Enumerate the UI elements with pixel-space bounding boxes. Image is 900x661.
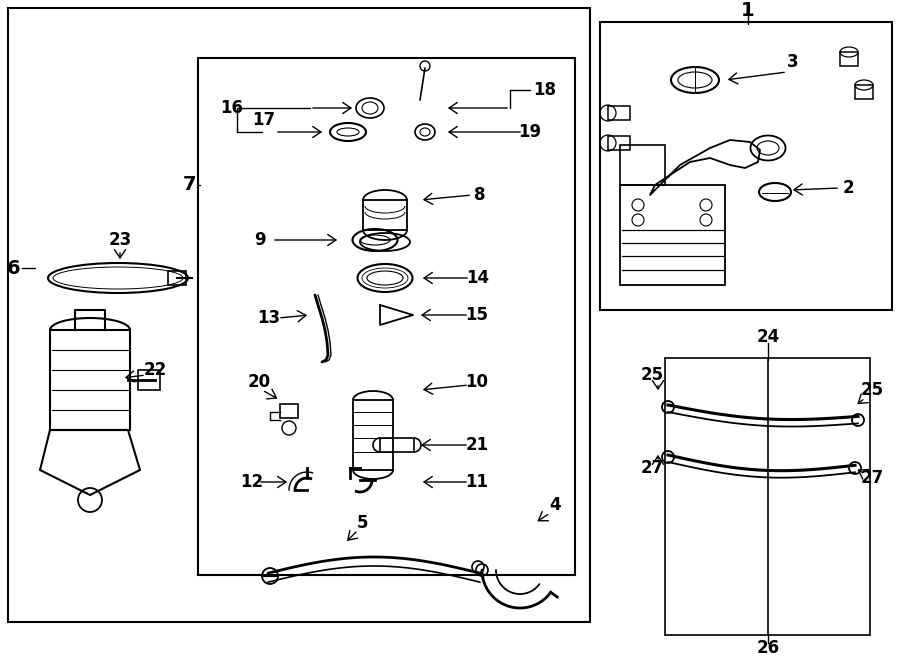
Text: 11: 11 [465, 473, 489, 491]
Text: 2: 2 [842, 179, 854, 197]
Text: 27: 27 [860, 469, 884, 487]
Text: 8: 8 [474, 186, 486, 204]
Text: 25: 25 [641, 366, 663, 384]
Text: 4: 4 [549, 496, 561, 514]
Bar [855, 85, 873, 99]
Text: 10: 10 [465, 373, 489, 391]
Text: 13: 13 [257, 309, 280, 327]
Text: 26: 26 [756, 639, 779, 657]
Text: 23: 23 [108, 231, 131, 249]
Text: 17: 17 [252, 111, 275, 129]
Text: 18: 18 [534, 81, 556, 99]
Bar [363, 200, 407, 230]
Bar [280, 404, 298, 418]
Bar [198, 58, 575, 575]
Text: 3: 3 [788, 53, 799, 71]
Bar [8, 8, 590, 622]
Bar [840, 52, 858, 66]
Bar [138, 370, 160, 390]
Text: 16: 16 [220, 99, 243, 117]
Text: 25: 25 [860, 381, 884, 399]
Bar [620, 185, 725, 285]
Bar [608, 106, 630, 120]
Text: 15: 15 [465, 306, 489, 324]
Text: 1: 1 [742, 1, 755, 20]
Text: 14: 14 [466, 269, 490, 287]
Text: 19: 19 [518, 123, 542, 141]
Bar [353, 400, 393, 470]
Text: 22: 22 [143, 361, 166, 379]
Bar [50, 330, 130, 430]
Polygon shape [380, 305, 413, 325]
Text: 20: 20 [248, 373, 271, 391]
Text: 27: 27 [641, 459, 663, 477]
Text: 12: 12 [240, 473, 263, 491]
Text: 7: 7 [184, 176, 197, 194]
Text: 21: 21 [465, 436, 489, 454]
Bar [620, 145, 665, 185]
Text: 5: 5 [356, 514, 368, 532]
Bar [168, 271, 186, 285]
Bar [600, 22, 892, 310]
Bar [380, 438, 414, 452]
Text: 6: 6 [7, 258, 21, 278]
Text: 24: 24 [756, 328, 779, 346]
Bar [608, 136, 630, 150]
Text: 9: 9 [254, 231, 266, 249]
